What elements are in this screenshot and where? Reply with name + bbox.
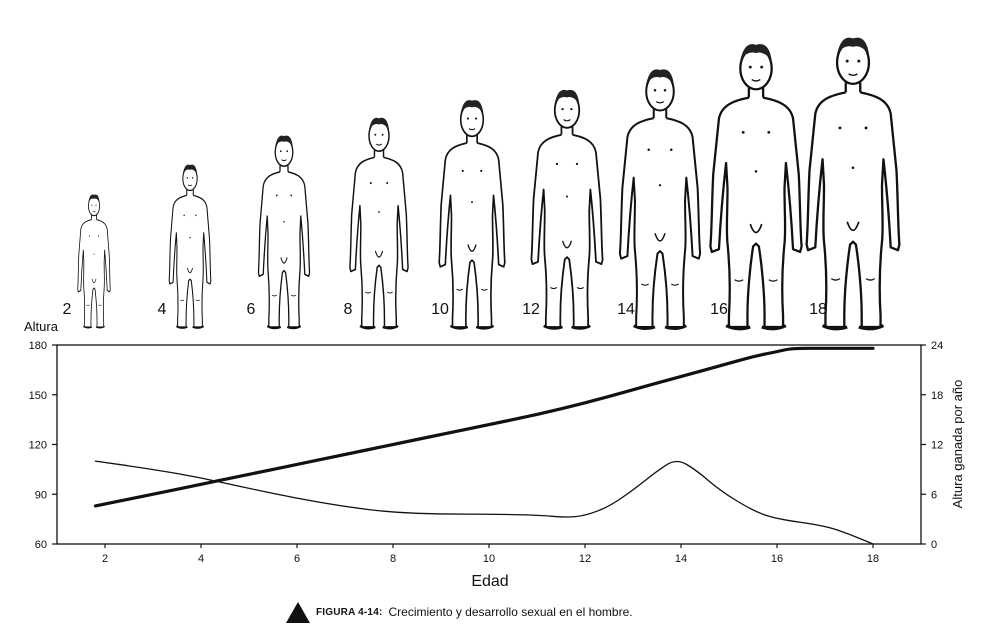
figure-age-4 [168, 163, 212, 329]
growth-figures-row: 2 4 6 8 10 12 14 16 18 [63, 35, 901, 331]
figure-age-label: 10 [431, 301, 449, 318]
figure-age-14 [618, 67, 702, 331]
human-figure-icon [77, 193, 111, 329]
x-axis-title: Edad [471, 573, 508, 590]
figure-caption: FIGURA 4-14: Crecimiento y desarrollo se… [286, 598, 633, 626]
human-figure-icon [530, 88, 604, 330]
figure-age-10 [437, 98, 507, 330]
right-y-tick-label: 18 [931, 390, 943, 402]
figure-age-12 [530, 88, 604, 330]
left-axis-title: Altura [24, 319, 59, 334]
human-figure-icon [437, 98, 507, 330]
human-figure-icon [348, 116, 410, 330]
left-y-tick-label: 60 [35, 539, 47, 551]
triangle-icon [286, 601, 310, 623]
figure-age-label: 2 [63, 301, 72, 318]
human-figure-icon [805, 35, 901, 331]
growth-rate-series-line [94, 460, 874, 545]
right-y-axis: 0 6 12 18 24 [921, 340, 943, 551]
figure-age-label: 16 [710, 301, 728, 318]
x-tick-label: 12 [579, 553, 591, 565]
x-tick-label: 4 [198, 553, 204, 565]
height-series-line [93, 346, 875, 508]
x-tick-label: 14 [675, 553, 687, 565]
right-y-tick-label: 0 [931, 539, 937, 551]
human-figure-icon [168, 163, 212, 329]
right-y-tick-label: 12 [931, 440, 943, 452]
figure-age-label: 6 [247, 301, 256, 318]
right-axis-title: Altura ganada por año [950, 380, 965, 509]
human-figure-icon [618, 67, 702, 331]
x-tick-label: 16 [771, 553, 783, 565]
left-y-axis: 60 90 120 150 180 [29, 340, 57, 551]
figure-age-label: 14 [617, 301, 635, 318]
figure-age-16 [708, 42, 804, 331]
left-y-tick-label: 150 [29, 390, 47, 402]
figure-age-label: 18 [809, 301, 827, 318]
left-y-tick-label: 180 [29, 340, 47, 352]
caption-text: Crecimiento y desarrollo sexual en el ho… [388, 605, 633, 619]
x-tick-label: 8 [390, 553, 396, 565]
x-tick-label: 18 [867, 553, 879, 565]
series-layer [93, 346, 875, 545]
left-y-tick-label: 120 [29, 440, 47, 452]
figure-age-2 [77, 193, 111, 329]
left-y-tick-label: 90 [35, 489, 47, 501]
figure-age-18 [805, 35, 901, 331]
human-figure-icon [708, 42, 804, 331]
x-tick-label: 6 [294, 553, 300, 565]
right-y-tick-label: 24 [931, 340, 943, 352]
figure-age-8 [348, 116, 410, 330]
figure-age-label: 8 [344, 301, 353, 318]
human-figure-icon [257, 134, 311, 330]
caption-label: FIGURA 4-14: [316, 606, 383, 618]
figure-age-label: 12 [522, 301, 540, 318]
x-tick-label: 10 [483, 553, 495, 565]
figure-age-label: 4 [158, 301, 167, 318]
right-y-tick-label: 6 [931, 489, 937, 501]
x-axis: 2 4 6 8 10 12 14 16 18 [102, 544, 879, 565]
figure-age-6 [257, 134, 311, 330]
x-tick-label: 2 [102, 553, 108, 565]
